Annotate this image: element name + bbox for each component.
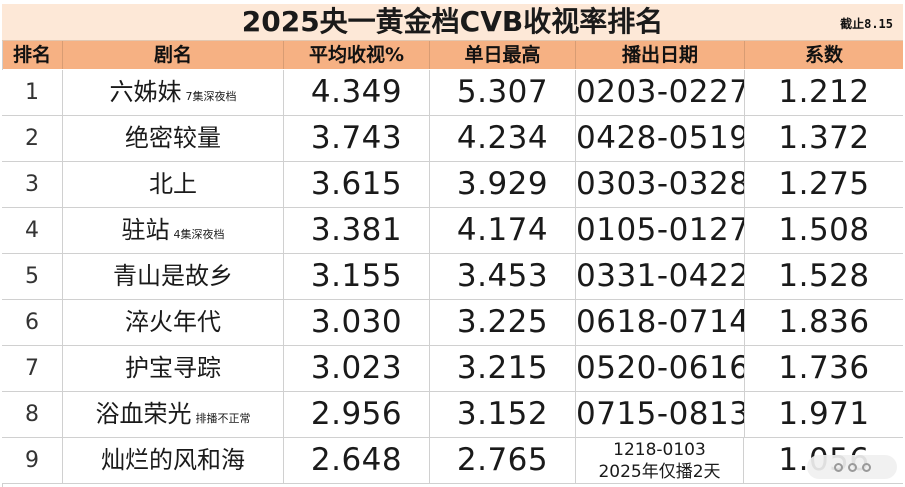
drama-name-cell[interactable]: 灿烂的风和海 (63, 438, 284, 483)
air-dates-cell[interactable]: 1218-0103 2025年仅播2天 (576, 438, 744, 483)
average-rating-cell[interactable]: 3.155 (284, 254, 430, 299)
header-drama-name[interactable]: 剧名 (63, 41, 284, 69)
table-title: 2025央一黄金档CVB收视率排名 (241, 5, 664, 38)
rank-cell[interactable]: 7 (2, 346, 63, 391)
air-dates-cell[interactable]: 0331-0422 (576, 254, 745, 299)
header-coefficient[interactable]: 系数 (804, 44, 843, 66)
drama-name: 绝密较量 (125, 124, 221, 152)
drama-name-cell[interactable]: 六姊妹 7集深夜档 (63, 70, 284, 115)
title-row: 2025央一黄金档CVB收视率排名 截止8.15 (2, 4, 903, 41)
dot-icon (847, 462, 857, 472)
coefficient-cell[interactable]: 1.212 (778, 74, 870, 110)
coefficient-cell[interactable]: 1.736 (778, 350, 870, 386)
coefficient-cell[interactable]: 1.528 (778, 258, 870, 294)
rank-cell[interactable]: 3 (2, 162, 63, 207)
table-row[interactable]: 9 灿烂的风和海 2.648 2.765 1218-0103 2025年仅播2天… (2, 438, 903, 484)
rank-cell[interactable]: 4 (2, 208, 63, 253)
daily-peak-cell[interactable]: 3.152 (430, 392, 576, 437)
coefficient-cell[interactable]: 1.372 (778, 120, 870, 156)
rank-cell[interactable]: 1 (2, 70, 63, 115)
daily-peak-cell[interactable]: 5.307 (430, 70, 576, 115)
coefficient-cell[interactable]: 1.508 (778, 212, 870, 248)
drama-name: 青山是故乡 (113, 262, 233, 290)
dot-icon (861, 462, 871, 472)
average-rating-cell[interactable]: 3.023 (284, 346, 430, 391)
drama-name-cell[interactable]: 浴血荣光 排播不正常 (63, 392, 284, 437)
rank-cell[interactable]: 5 (2, 254, 63, 299)
drama-name-cell[interactable]: 淬火年代 (63, 300, 284, 345)
drama-note: 4集深夜档 (173, 228, 225, 241)
table-row[interactable]: 7 护宝寻踪 3.023 3.215 0520-0616 1.736 (2, 346, 903, 392)
table-row[interactable]: 5 青山是故乡 3.155 3.453 0331-0422 1.528 (2, 254, 903, 300)
air-dates-cell[interactable]: 0105-0127 (576, 208, 745, 253)
daily-peak-cell[interactable]: 2.765 (430, 438, 576, 483)
daily-peak-cell[interactable]: 4.234 (430, 116, 576, 161)
drama-name: 灿烂的风和海 (101, 446, 245, 474)
average-rating-cell[interactable]: 2.956 (284, 392, 430, 437)
air-dates-cell[interactable]: 0520-0616 (576, 346, 745, 391)
average-rating-cell[interactable]: 3.743 (284, 116, 430, 161)
drama-note: 排播不正常 (195, 412, 251, 425)
drama-name: 护宝寻踪 (125, 354, 221, 382)
header-air-dates[interactable]: 播出日期 (576, 41, 745, 69)
drama-note: 7集深夜档 (185, 90, 237, 103)
coefficient-cell[interactable]: 1.971 (778, 396, 870, 432)
daily-peak-cell[interactable]: 3.215 (430, 346, 576, 391)
table-header-row: 排名 剧名 平均收视% 单日最高 播出日期 系数 (2, 41, 903, 69)
daily-peak-cell[interactable]: 3.453 (430, 254, 576, 299)
header-rank[interactable]: 排名 (2, 41, 63, 69)
coefficient-cell[interactable]: 1.836 (778, 304, 870, 340)
average-rating-cell[interactable]: 3.615 (284, 162, 430, 207)
average-rating-cell[interactable]: 2.648 (284, 438, 430, 483)
rank-cell[interactable]: 2 (2, 116, 63, 161)
dot-icon (833, 462, 843, 472)
daily-peak-cell[interactable]: 3.929 (430, 162, 576, 207)
air-dates-cell[interactable]: 0303-0328 (576, 162, 745, 207)
drama-name: 六姊妹 (109, 78, 182, 106)
air-dates-note: 2025年仅播2天 (598, 462, 721, 482)
table-row[interactable]: 4 驻站 4集深夜档 3.381 4.174 0105-0127 1.508 (2, 208, 903, 254)
rank-cell[interactable]: 6 (2, 300, 63, 345)
average-rating-cell[interactable]: 3.381 (284, 208, 430, 253)
drama-name-cell[interactable]: 北上 (63, 162, 284, 207)
daily-peak-cell[interactable]: 4.174 (430, 208, 576, 253)
table-row[interactable]: 8 浴血荣光 排播不正常 2.956 3.152 0715-0813 1.971 (2, 392, 903, 438)
average-rating-cell[interactable]: 3.030 (284, 300, 430, 345)
air-dates-cell[interactable]: 0715-0813 (576, 392, 745, 437)
drama-name-cell[interactable]: 护宝寻踪 (63, 346, 284, 391)
rank-cell[interactable]: 9 (2, 438, 63, 483)
cutoff-date-label: 截止8.15 (840, 17, 893, 31)
average-rating-cell[interactable]: 4.349 (284, 70, 430, 115)
table-row[interactable]: 6 淬火年代 3.030 3.225 0618-0714 1.836 (2, 300, 903, 346)
header-daily-peak[interactable]: 单日最高 (430, 41, 576, 69)
air-dates-cell[interactable]: 0618-0714 (576, 300, 745, 345)
drama-name-cell[interactable]: 绝密较量 (63, 116, 284, 161)
table-row[interactable]: 2 绝密较量 3.743 4.234 0428-0519 1.372 (2, 116, 903, 162)
rank-cell[interactable]: 8 (2, 392, 63, 437)
drama-name: 淬火年代 (125, 308, 221, 336)
air-dates-cell[interactable]: 0428-0519 (576, 116, 745, 161)
table-row[interactable]: 1 六姊妹 7集深夜档 4.349 5.307 0203-0227 1.212 (2, 70, 903, 116)
coefficient-cell[interactable]: 1.275 (778, 166, 870, 202)
drama-name-cell[interactable]: 青山是故乡 (63, 254, 284, 299)
air-dates-cell[interactable]: 0203-0227 (576, 70, 745, 115)
air-dates-range: 1218-0103 (613, 440, 706, 460)
drama-name: 北上 (149, 170, 197, 198)
daily-peak-cell[interactable]: 3.225 (430, 300, 576, 345)
table-row[interactable]: 3 北上 3.615 3.929 0303-0328 1.275 (2, 162, 903, 208)
drama-name: 驻站 (121, 216, 170, 244)
header-average-rating[interactable]: 平均收视% (284, 41, 430, 69)
drama-name-cell[interactable]: 驻站 4集深夜档 (63, 208, 284, 253)
more-options-overlay[interactable] (807, 455, 897, 479)
drama-name: 浴血荣光 (95, 400, 192, 428)
